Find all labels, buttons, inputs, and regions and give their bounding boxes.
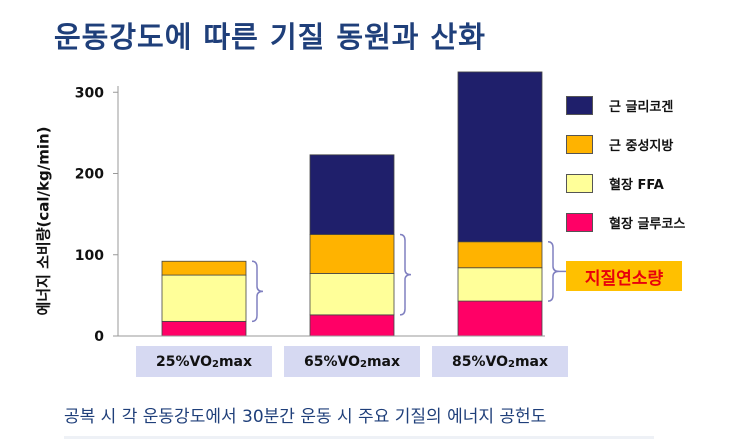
fat-oxidation-callout: 지질연소량 <box>566 261 682 291</box>
y-tick-label: 0 <box>94 329 104 345</box>
bar-segment <box>457 71 543 243</box>
bar-segment <box>309 154 395 235</box>
y-tick-label: 300 <box>75 85 104 101</box>
legend-label: 근 글리코겐 <box>609 100 674 115</box>
category-label: 65%VO 2 max <box>284 346 420 377</box>
legend-label: 근 중성지방 <box>609 139 674 154</box>
y-tick-label: 100 <box>75 248 104 264</box>
figure-caption: 공복 시 각 운동강도에서 30분간 운동 시 주요 기질의 에너지 공헌도 <box>64 407 547 427</box>
legend-label: 혈장 글루코스 <box>609 217 686 232</box>
fat-bracket <box>399 233 412 316</box>
bar-segment <box>309 234 395 274</box>
y-tick-label: 200 <box>75 167 104 183</box>
legend-item: 근 글리코겐 <box>566 86 685 125</box>
bar-segment <box>161 274 247 322</box>
fat-bracket <box>547 241 560 302</box>
legend-swatch <box>566 96 593 115</box>
category-label: 85%VO 2 max <box>432 346 568 377</box>
bar-segment <box>457 300 543 337</box>
stacked-bar-chart: 0 100 200 300 <box>75 71 566 345</box>
legend-swatch <box>566 135 593 154</box>
bar-segment <box>457 267 543 302</box>
legend-item: 혈장 FFA <box>566 164 685 203</box>
category-label: 25%VO 2 max <box>136 346 272 377</box>
bar-segment <box>309 314 395 337</box>
bar-segment <box>161 260 247 276</box>
fat-bracket <box>251 260 264 323</box>
bar-segment <box>161 320 247 337</box>
bar-segment <box>457 241 543 269</box>
legend-item: 근 중성지방 <box>566 125 685 164</box>
legend-swatch <box>566 213 593 232</box>
legend-item: 혈장 글루코스 <box>566 203 685 242</box>
legend-label: 혈장 FFA <box>609 178 664 193</box>
caption-underline <box>64 436 654 439</box>
legend-swatch <box>566 174 593 193</box>
page-title: 운동강도에 따른 기질 동원과 산화 <box>54 20 486 54</box>
bar-segment <box>309 273 395 316</box>
